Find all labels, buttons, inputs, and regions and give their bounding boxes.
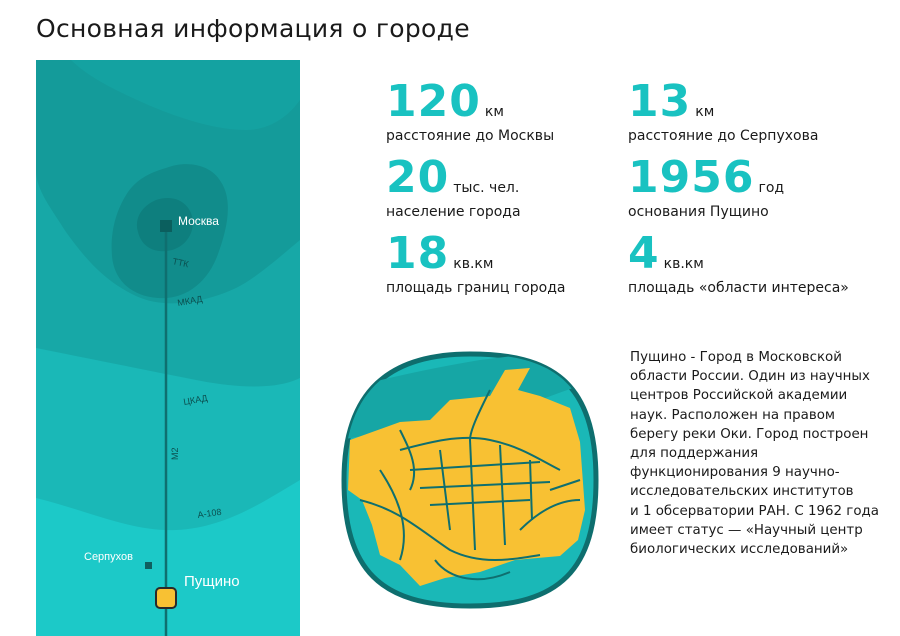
description-line: функционирования 9 научно-	[630, 465, 840, 481]
label-m2: М2	[170, 447, 180, 460]
stat-unit: тыс. чел.	[453, 180, 520, 196]
stat-value: 1956	[628, 152, 755, 203]
stat-desc: расстояние до Москвы	[386, 128, 555, 144]
label-moscow: Москва	[178, 214, 219, 228]
zone-top	[71, 60, 300, 130]
label-mkad: МКАД	[177, 294, 203, 308]
description-line: для поддержания	[630, 446, 759, 462]
label-a108: А-108	[197, 507, 222, 520]
city-area	[348, 368, 585, 586]
description-line: берегу реки Оки. Город построен	[630, 426, 869, 442]
description-line: биологических исследований»	[630, 542, 849, 558]
stat-population: 20 тыс. чел. население города	[386, 152, 521, 221]
label-pushchino: Пущино	[184, 573, 240, 590]
river	[344, 354, 596, 440]
stat-unit: кв.км	[453, 256, 494, 272]
city-map-svg	[341, 351, 599, 609]
stat-unit: км	[695, 104, 715, 120]
stat-distance-moscow: 120 км расстояние до Москвы	[386, 76, 555, 145]
stat-value: 13	[628, 76, 692, 127]
stat-unit: кв.км	[663, 256, 704, 272]
stat-city-area: 18 кв.км площадь границ города	[386, 228, 566, 297]
description-line: области России. Один из научных	[630, 369, 870, 385]
pushchino-marker	[155, 587, 177, 609]
label-serpukhov: Серпухов	[84, 551, 133, 563]
description-line: наук. Расположен на правом	[630, 407, 836, 423]
description-line: Пущино - Город в Московской	[630, 350, 842, 365]
stat-desc: площадь границ города	[386, 280, 566, 296]
page-title: Основная информация о городе	[36, 14, 470, 43]
stat-value: 20	[386, 152, 450, 203]
stat-unit: год	[758, 180, 785, 196]
moscow-center-marker	[160, 220, 172, 232]
stat-founded: 1956 год основания Пущино	[628, 152, 785, 221]
label-ckad: ЦКАД	[183, 393, 209, 407]
stat-desc: население города	[386, 204, 521, 220]
street-network	[359, 389, 581, 581]
serpukhov-marker	[145, 562, 152, 569]
region-map-svg: Москва ТТК МКАД ЦКАД М2 А-108 Серпухов П…	[36, 60, 300, 636]
label-ttk: ТТК	[172, 256, 191, 269]
stat-value: 18	[386, 228, 450, 279]
connector-line	[176, 599, 300, 601]
description-line: и 1 обсерватории РАН. С 1962 года	[630, 503, 879, 519]
stat-desc: основания Пущино	[628, 204, 769, 220]
stat-unit: км	[484, 104, 504, 120]
stat-desc: расстояние до Серпухова	[628, 128, 819, 144]
city-description: Пущино - Город в Московской области Росс…	[630, 348, 892, 559]
city-map	[340, 350, 600, 610]
stat-value: 120	[386, 76, 481, 127]
description-line: исследовательских институтов	[630, 484, 854, 500]
description-line: имеет статус — «Научный центр	[630, 522, 863, 538]
description-line: центров Российской академии	[630, 388, 848, 404]
stat-interest-area: 4 кв.км площадь «области интереса»	[628, 228, 849, 297]
stat-distance-serpukhov: 13 км расстояние до Серпухова	[628, 76, 819, 145]
stat-value: 4	[628, 228, 660, 279]
stat-desc: площадь «области интереса»	[628, 280, 849, 296]
region-map: Москва ТТК МКАД ЦКАД М2 А-108 Серпухов П…	[36, 60, 300, 636]
